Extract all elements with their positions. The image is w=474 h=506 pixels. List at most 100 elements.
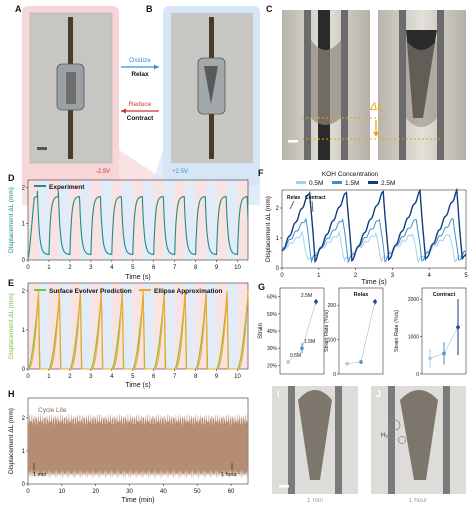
panel-label-h: H bbox=[8, 389, 15, 399]
d-phase-band bbox=[237, 180, 248, 260]
panel-c: C ΔL bbox=[266, 4, 466, 160]
f-legend-label: 1.5M bbox=[345, 180, 359, 187]
panel-label-i: I bbox=[277, 389, 280, 399]
delta-label: ΔL bbox=[369, 101, 384, 113]
g-ytick-label: 60% bbox=[267, 295, 278, 301]
f-ytick-label: 2 bbox=[276, 206, 280, 212]
panel-a-b-group: A B Oxidize Relax Reduce Contract -2.5V … bbox=[15, 4, 260, 205]
f-legend-swatch bbox=[332, 181, 342, 184]
e-xtick-label: 0 bbox=[26, 374, 30, 380]
g-relax-title: Relax bbox=[354, 292, 370, 298]
g-ytick-label: 20% bbox=[267, 363, 278, 369]
e-phase-band bbox=[195, 283, 207, 369]
e-phase-band bbox=[101, 283, 112, 369]
d-xtick-label: 6 bbox=[152, 265, 156, 271]
scale-bar-c bbox=[288, 140, 298, 143]
g-trend-line bbox=[429, 327, 459, 359]
f-legend-swatch bbox=[368, 181, 378, 184]
f-relax-label: Relax bbox=[287, 195, 301, 201]
e-frame bbox=[27, 282, 249, 370]
e-legend-label-1: Surface Evolver Prediction bbox=[49, 288, 132, 295]
g-trend-line bbox=[346, 301, 376, 364]
d-phase-band bbox=[80, 180, 91, 260]
d-ytick-label: 1 bbox=[22, 222, 26, 228]
g-point-label: 0.5M bbox=[290, 353, 301, 359]
g-ytick-label: 2000 bbox=[408, 297, 419, 303]
f-legend-swatch bbox=[296, 181, 306, 184]
d-ytick-label: 0 bbox=[22, 258, 26, 264]
f-ytick-label: 0 bbox=[276, 266, 280, 272]
label-relax: Relax bbox=[131, 71, 149, 78]
e-phase-band bbox=[38, 283, 49, 369]
label-reduce: Reduce bbox=[129, 101, 152, 108]
g-relax-frame bbox=[338, 287, 384, 375]
d-phase-band bbox=[143, 180, 154, 260]
e-xtick-label: 6 bbox=[152, 374, 156, 380]
h-annotation-1hour: 1 hour bbox=[221, 472, 237, 478]
g-ytick-label: 30% bbox=[267, 346, 278, 352]
h-xtick-label: 60 bbox=[228, 489, 235, 495]
d-phase-band bbox=[216, 180, 228, 260]
e-phase-band bbox=[122, 283, 133, 369]
d-experiment-line bbox=[27, 190, 249, 259]
f-xtick-label: 5 bbox=[464, 273, 468, 279]
g-ytick-label: 100 bbox=[328, 338, 337, 344]
h-annotation-1min: 1 min bbox=[33, 472, 46, 478]
e-xtick-label: 4 bbox=[110, 374, 114, 380]
e-phase-band bbox=[28, 283, 39, 369]
i-caption: 1 min bbox=[307, 497, 323, 504]
panel-label-g: G bbox=[258, 282, 265, 292]
h-xtick-label: 20 bbox=[92, 489, 99, 495]
h-xlabel: Time (min) bbox=[121, 497, 154, 504]
f-contract-label: Contract bbox=[305, 195, 326, 201]
g-trend-line bbox=[287, 301, 317, 363]
panel-label-c: C bbox=[266, 4, 273, 14]
e-phase-band bbox=[69, 283, 81, 369]
d-xtick-label: 3 bbox=[89, 265, 93, 271]
g-ytick-label: 200 bbox=[328, 303, 337, 309]
e-xtick-label: 2 bbox=[68, 374, 72, 380]
panel-g: G Strain 0.5M 1.5M 2.5M 20% 30% 40% 50% 60% Rel… bbox=[258, 282, 467, 378]
d-phase-band bbox=[28, 180, 39, 260]
d-ytick-label: 2 bbox=[22, 185, 26, 191]
d-xtick-label: 1 bbox=[47, 265, 51, 271]
voltage-right: +2.5V bbox=[172, 169, 188, 175]
g-ytick-label: 50% bbox=[267, 312, 278, 318]
g-contract-frame bbox=[421, 287, 467, 375]
d-phase-band bbox=[227, 180, 238, 260]
panel-i-j: I 1 min J H₂ 1 hour bbox=[272, 386, 466, 504]
d-phase-band bbox=[38, 180, 49, 260]
f-frame bbox=[281, 189, 467, 269]
panel-d: D Experiment 0 1 2 3 4 5 6 7 8 9 10 0 1 2 Time (s) Di… bbox=[8, 173, 249, 281]
e-phase-band bbox=[80, 283, 91, 369]
e-phase-band bbox=[153, 283, 165, 369]
d-phase-band bbox=[90, 180, 102, 260]
h-ylabel: Displacement ΔL (mm) bbox=[8, 408, 15, 474]
f-series-15m bbox=[281, 217, 466, 264]
e-phase-band bbox=[48, 283, 60, 369]
d-xtick-label: 5 bbox=[131, 265, 135, 271]
f-legend-label: 2.5M bbox=[381, 180, 395, 187]
d-phase-band bbox=[69, 180, 81, 260]
d-phase-band bbox=[153, 180, 165, 260]
f-xtick-label: 0 bbox=[280, 273, 284, 279]
g-ytick-label: 0 bbox=[333, 372, 336, 378]
f-xtick-label: 1 bbox=[317, 273, 321, 279]
j-caption: 1 hour bbox=[409, 497, 428, 504]
d-phase-band bbox=[122, 180, 133, 260]
e-legend-label-2: Ellipse Approximation bbox=[154, 288, 222, 295]
d-xtick-label: 2 bbox=[68, 265, 72, 271]
h-xtick-label: 0 bbox=[26, 489, 30, 495]
e-phase-band bbox=[132, 283, 144, 369]
e-phase-band bbox=[216, 283, 228, 369]
e-phase-band bbox=[237, 283, 248, 369]
e-ytick-label: 2 bbox=[22, 289, 26, 295]
h-cycle-life-band bbox=[28, 412, 248, 479]
d-xtick-label: 8 bbox=[194, 265, 198, 271]
d-phase-band bbox=[48, 180, 60, 260]
e-phase-band bbox=[206, 283, 217, 369]
e-xtick-label: 3 bbox=[89, 374, 93, 380]
g-ytick-label: 1000 bbox=[408, 335, 419, 341]
e-xtick-label: 9 bbox=[215, 374, 219, 380]
